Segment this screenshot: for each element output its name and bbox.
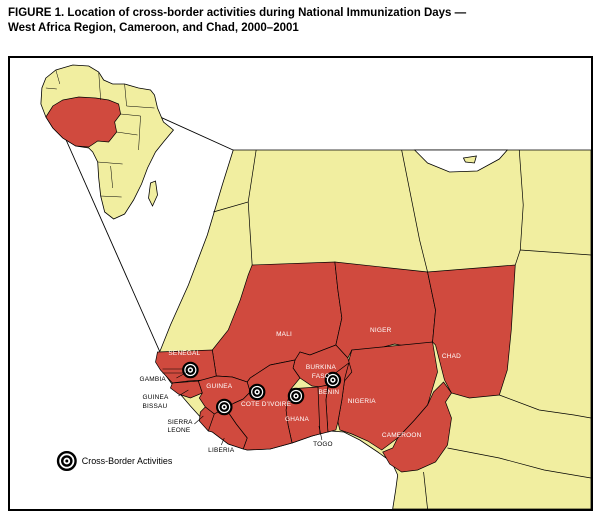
country-cameroon: [382, 381, 452, 473]
bullseye-icon: [215, 398, 233, 416]
label-nigeria: NIGERIA: [348, 398, 376, 405]
label-burkina-faso-1: BURKINA: [306, 364, 337, 371]
country-labels: SENEGAL GAMBIA GUINEA BISSAU GUINEA SIER…: [140, 327, 461, 454]
label-guinea-bissau-1: GUINEA: [143, 394, 169, 401]
bullseye-icon: [248, 383, 266, 401]
africa-inset-map: [40, 64, 175, 220]
label-sierra-leone-2: LEONE: [167, 427, 190, 434]
label-liberia: LIBERIA: [208, 447, 235, 454]
mediterranean-sea: [413, 149, 509, 173]
label-niger: NIGER: [370, 327, 392, 334]
map-svg: SENEGAL GAMBIA GUINEA BISSAU GUINEA SIER…: [40, 64, 591, 509]
label-cameroon: CAMEROON: [382, 432, 422, 439]
legend: Cross-Border Activities: [56, 450, 173, 472]
country-borders: [213, 149, 591, 509]
label-gambia: GAMBIA: [140, 376, 167, 383]
label-guinea: GUINEA: [206, 383, 232, 390]
label-benin: BENIN: [319, 389, 340, 396]
madagascar: [148, 180, 158, 207]
label-mali: MALI: [276, 331, 292, 338]
legend-bullseye-icon: [56, 450, 77, 472]
country-guinea: [197, 375, 251, 415]
label-guinea-bissau-2: BISSAU: [143, 403, 168, 410]
label-cote-divoire: COTE D'IVOIRE: [241, 401, 292, 408]
bullseye-icon: [324, 371, 342, 389]
label-burkina-faso-2: FASO: [312, 373, 330, 380]
label-sierra-leone-1: SIERRA: [167, 419, 193, 426]
figure-title-line2: West Africa Region, Cameroon, and Chad, …: [8, 22, 299, 35]
label-chad: CHAD: [442, 353, 461, 360]
bullseye-icon: [287, 387, 305, 405]
map-container: SENEGAL GAMBIA GUINEA BISSAU GUINEA SIER…: [8, 56, 593, 511]
figure-title: FIGURE 1. Location of cross-border activ…: [8, 6, 594, 36]
label-senegal: SENEGAL: [168, 350, 200, 357]
figure-title-line1: FIGURE 1. Location of cross-border activ…: [8, 7, 467, 19]
label-togo: TOGO: [313, 441, 333, 448]
inset-highlighted-region: [45, 96, 121, 148]
label-pointers: [176, 371, 323, 446]
label-ghana: GHANA: [285, 416, 309, 423]
country-chad: [427, 264, 516, 399]
legend-label: Cross-Border Activities: [82, 456, 173, 466]
cross-border-markers: [182, 361, 342, 416]
inset-country-borders: [45, 69, 155, 198]
island: [462, 155, 477, 164]
bullseye-icon: [182, 361, 199, 379]
